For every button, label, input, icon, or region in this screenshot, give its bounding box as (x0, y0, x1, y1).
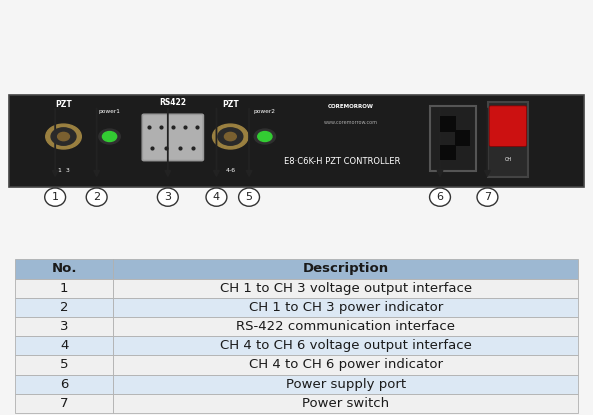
FancyBboxPatch shape (441, 117, 456, 132)
Circle shape (103, 132, 117, 142)
FancyBboxPatch shape (15, 278, 113, 298)
Text: PZT: PZT (222, 100, 239, 109)
FancyBboxPatch shape (113, 298, 578, 317)
Text: COREMORROW: COREMORROW (328, 104, 374, 109)
FancyBboxPatch shape (113, 336, 578, 355)
Circle shape (258, 132, 272, 142)
Text: CH: CH (504, 157, 511, 162)
FancyBboxPatch shape (431, 105, 476, 171)
FancyBboxPatch shape (15, 355, 113, 374)
Circle shape (254, 129, 276, 144)
Circle shape (218, 128, 243, 145)
FancyBboxPatch shape (455, 130, 470, 146)
FancyBboxPatch shape (15, 374, 113, 394)
Ellipse shape (157, 188, 178, 206)
Text: 1  3: 1 3 (58, 168, 69, 173)
Text: 6: 6 (60, 378, 68, 391)
Ellipse shape (44, 188, 66, 206)
Text: PZT: PZT (55, 100, 72, 109)
Text: 7: 7 (60, 397, 68, 410)
FancyBboxPatch shape (15, 394, 113, 413)
Circle shape (212, 124, 248, 149)
FancyBboxPatch shape (113, 259, 578, 278)
FancyBboxPatch shape (488, 102, 528, 177)
Text: 6: 6 (436, 192, 444, 202)
FancyBboxPatch shape (113, 394, 578, 413)
Circle shape (224, 132, 236, 141)
Text: 4: 4 (60, 339, 68, 352)
FancyBboxPatch shape (15, 259, 113, 278)
FancyBboxPatch shape (15, 317, 113, 336)
FancyBboxPatch shape (142, 114, 203, 161)
Text: 1: 1 (52, 192, 59, 202)
Text: CH 4 to CH 6 voltage output interface: CH 4 to CH 6 voltage output interface (220, 339, 471, 352)
Circle shape (51, 128, 76, 145)
Text: 5: 5 (246, 192, 253, 202)
Text: power2: power2 (254, 110, 276, 115)
FancyBboxPatch shape (113, 374, 578, 394)
Text: 4-6: 4-6 (225, 168, 235, 173)
Text: 1: 1 (60, 282, 68, 295)
Text: 4: 4 (213, 192, 220, 202)
FancyBboxPatch shape (113, 355, 578, 374)
FancyBboxPatch shape (113, 317, 578, 336)
FancyBboxPatch shape (15, 336, 113, 355)
Text: Power switch: Power switch (302, 397, 390, 410)
Text: RS-422 communication interface: RS-422 communication interface (236, 320, 455, 333)
FancyBboxPatch shape (15, 298, 113, 317)
Text: 7: 7 (484, 192, 491, 202)
Ellipse shape (429, 188, 451, 206)
Text: CH 4 to CH 6 power indicator: CH 4 to CH 6 power indicator (249, 359, 443, 371)
FancyBboxPatch shape (441, 144, 456, 160)
Ellipse shape (238, 188, 260, 206)
Text: CH 1 to CH 3 voltage output interface: CH 1 to CH 3 voltage output interface (220, 282, 472, 295)
Ellipse shape (86, 188, 107, 206)
Ellipse shape (206, 188, 227, 206)
FancyBboxPatch shape (113, 278, 578, 298)
Text: 2: 2 (93, 192, 100, 202)
Text: 3: 3 (60, 320, 68, 333)
Text: 2: 2 (60, 301, 68, 314)
Ellipse shape (477, 188, 498, 206)
FancyBboxPatch shape (9, 95, 584, 187)
FancyBboxPatch shape (489, 106, 527, 146)
Text: www.coremorrow.com: www.coremorrow.com (324, 120, 378, 125)
Text: No.: No. (52, 262, 77, 276)
Text: Power supply port: Power supply port (286, 378, 406, 391)
Circle shape (58, 132, 69, 141)
Text: power1: power1 (98, 110, 120, 115)
Text: CH 1 to CH 3 power indicator: CH 1 to CH 3 power indicator (248, 301, 443, 314)
Circle shape (46, 124, 81, 149)
Text: 5: 5 (60, 359, 68, 371)
Text: 3: 3 (164, 192, 171, 202)
Circle shape (99, 129, 120, 144)
Text: RS422: RS422 (160, 98, 186, 107)
Text: Description: Description (303, 262, 389, 276)
Text: E8·C6K-H PZT CONTROLLER: E8·C6K-H PZT CONTROLLER (284, 157, 401, 166)
